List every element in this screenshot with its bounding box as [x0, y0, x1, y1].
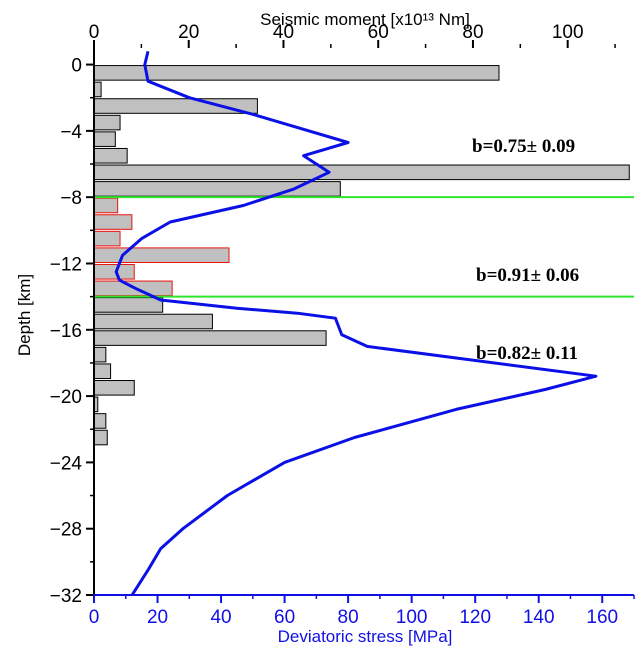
bar [93, 65, 500, 81]
boundary-lines [94, 196, 634, 298]
bottom-tick-label: 20 [147, 607, 168, 628]
bottom-tick-label: 80 [338, 607, 359, 628]
bar [93, 114, 121, 131]
bottom-tick-label: 140 [523, 607, 555, 628]
y-tick-label: −12 [50, 254, 82, 275]
stress-line [114, 50, 598, 596]
y-axis-title: Depth [km] [15, 274, 34, 356]
bottom-axis-title: Deviatoric stress [MPa] [278, 627, 453, 646]
plot-frame [93, 48, 634, 596]
bar [93, 346, 107, 363]
bar [93, 413, 107, 429]
stress-profile [114, 50, 598, 596]
top-tick-label: 100 [552, 22, 584, 43]
bar [93, 380, 135, 396]
bar [93, 297, 164, 313]
top-tick-label: 0 [89, 22, 100, 43]
bottom-tick-label: 0 [89, 607, 100, 628]
bar [93, 164, 630, 181]
top-axis-title: Seismic moment [x10¹³ Nm] [260, 10, 470, 29]
annotation-b-lower: b=0.82± 0.11 [476, 343, 578, 364]
bar [93, 98, 258, 114]
bar [93, 131, 116, 147]
bar [93, 197, 119, 214]
bar [93, 330, 327, 346]
y-tick-label: −20 [50, 387, 82, 408]
bottom-tick-label: 40 [210, 607, 231, 628]
bar [93, 263, 135, 280]
axis-ticks [86, 40, 635, 603]
annotation-b-middle: b=0.91± 0.06 [476, 265, 579, 286]
y-tick-label: −16 [50, 321, 82, 342]
bar [93, 363, 112, 380]
bottom-tick-label: 100 [396, 607, 428, 628]
tick-labels: 0 −4 −8 −12 −16 −20 −24 −28 −32 0 20 40 60 80 100 0 20 40… [50, 22, 618, 628]
y-tick-label: −28 [50, 520, 82, 541]
bar [93, 313, 213, 330]
y-tick-label: −4 [60, 122, 82, 143]
bar [93, 429, 108, 446]
bar [93, 247, 230, 263]
bar [93, 147, 128, 164]
top-tick-label: 80 [462, 22, 483, 43]
y-tick-label: −32 [50, 586, 82, 607]
top-tick-label: 40 [273, 22, 294, 43]
y-tick-label: −24 [50, 453, 83, 474]
top-tick-label: 20 [178, 22, 199, 43]
top-tick-label: 60 [368, 22, 389, 43]
bar [93, 230, 121, 247]
bar [93, 81, 102, 98]
bar [93, 214, 133, 230]
annotation-b-upper: b=0.75± 0.09 [472, 136, 575, 157]
bottom-tick-label: 60 [274, 607, 295, 628]
bottom-tick-label: 160 [586, 607, 618, 628]
y-tick-label: −8 [60, 188, 82, 209]
bottom-tick-label: 120 [459, 607, 491, 628]
y-tick-label: 0 [71, 56, 82, 77]
